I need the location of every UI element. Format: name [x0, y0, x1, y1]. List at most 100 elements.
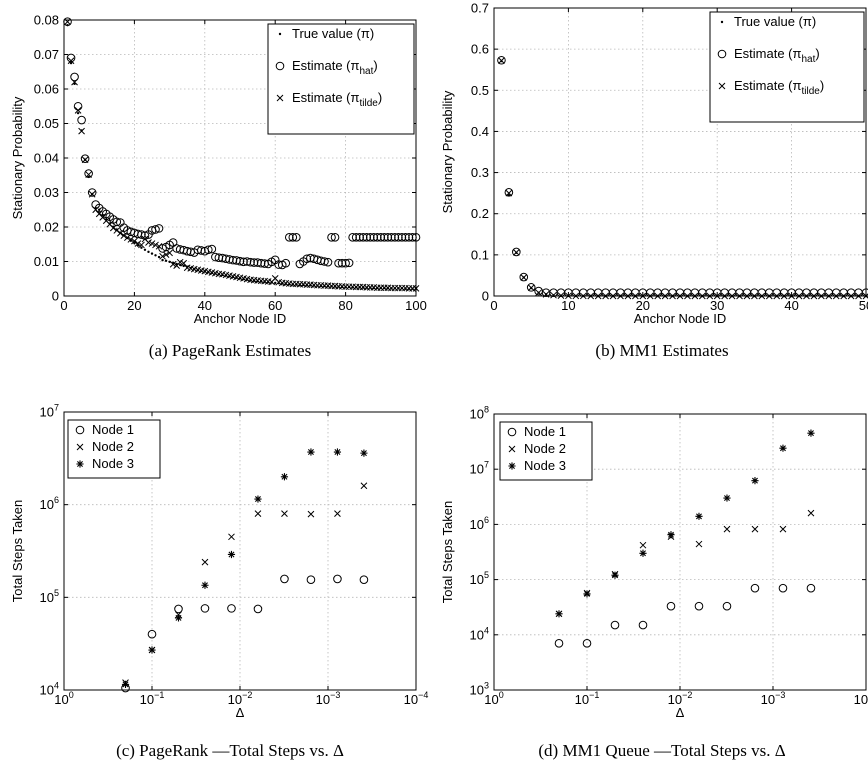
legend-label: Estimate (πtilde): [734, 78, 824, 97]
data-point: [77, 115, 86, 125]
data-point: [751, 292, 758, 300]
data-point: [249, 258, 259, 267]
legend-box: [267, 23, 415, 135]
legend-label: Node 1: [92, 422, 134, 437]
data-point: [773, 292, 781, 300]
data-point: [497, 55, 506, 65]
data-point: [542, 291, 550, 298]
series-node-2: [122, 482, 368, 687]
data-point: [639, 292, 647, 300]
data-point: [713, 292, 721, 300]
data-point: [344, 258, 354, 268]
y-tick-label: 107: [470, 460, 489, 477]
data-point: [579, 292, 587, 300]
data-point: [116, 229, 124, 237]
data-point: [602, 292, 609, 300]
y-tick-label: 108: [470, 405, 489, 422]
data-point: [780, 292, 788, 300]
data-point: [136, 244, 140, 247]
legend-marker: [276, 94, 284, 102]
legend-marker: [718, 82, 726, 90]
data-point: [76, 111, 80, 115]
data-point: [695, 540, 703, 548]
data-point: [159, 252, 166, 260]
data-point: [666, 601, 676, 611]
data-point: [70, 72, 79, 82]
x-tick-label: 10−4: [854, 690, 868, 707]
x-tick-label: 10−1: [140, 690, 165, 707]
data-point: [67, 57, 75, 65]
legend-label: Estimate (πtilde): [292, 90, 382, 109]
y-tick-label: 0.07: [34, 47, 59, 62]
data-point: [390, 233, 400, 242]
legend-marker: [275, 61, 285, 71]
data-point: [254, 495, 262, 503]
y-tick-label: 106: [40, 495, 59, 512]
data-point: [638, 620, 648, 630]
data-point: [84, 169, 93, 178]
series-estimate-hat-: [63, 17, 421, 270]
data-point: [557, 292, 565, 299]
data-point: [594, 292, 602, 300]
data-point: [505, 189, 513, 197]
x-tick-label: 10−2: [668, 690, 693, 707]
legend-marker: [720, 20, 724, 24]
legend-label: Node 1: [524, 424, 566, 439]
y-tick-label: 0.06: [34, 82, 59, 97]
x-tick-label: 10−1: [575, 690, 600, 707]
data-point: [174, 604, 183, 614]
data-point: [66, 53, 76, 63]
data-point: [157, 255, 161, 259]
data-point: [527, 284, 535, 292]
data-point: [200, 604, 210, 613]
x-tick-label: 0: [60, 298, 67, 313]
x-tick-label: 50: [859, 298, 868, 313]
data-point: [148, 240, 156, 247]
data-point: [154, 224, 164, 233]
data-point: [281, 258, 291, 268]
data-point: [722, 601, 732, 611]
data-point: [411, 233, 421, 242]
data-point: [330, 233, 340, 242]
data-point: [669, 292, 676, 300]
data-point: [667, 531, 675, 539]
data-point: [498, 57, 505, 65]
data-point: [380, 233, 389, 242]
data-point: [180, 259, 188, 267]
data-point: [201, 581, 209, 589]
data-point: [131, 237, 138, 245]
y-tick-label: 0: [482, 289, 489, 304]
x-tick-label: 10−3: [316, 690, 341, 707]
data-point: [646, 292, 654, 300]
data-point: [87, 188, 97, 197]
data-point: [520, 274, 528, 281]
data-point: [239, 257, 248, 267]
x-tick-label: 10−3: [761, 690, 786, 707]
data-point: [408, 233, 417, 242]
y-tick-label: 104: [470, 625, 489, 642]
data-point: [810, 292, 818, 300]
data-point: [383, 233, 393, 242]
legend: Node 1 Node 2 Node 3: [67, 419, 161, 479]
data-point: [143, 248, 147, 251]
data-point: [358, 233, 368, 242]
data-point: [855, 292, 862, 300]
data-point: [166, 249, 173, 257]
panel-mm1-total-steps: 100 10−1 10−2 10−3 10−4 103 104 105 106 107 108 Δ To…: [440, 405, 868, 721]
data-point: [292, 233, 301, 242]
data-point: [113, 227, 121, 234]
data-point: [587, 292, 595, 300]
data-point: [376, 233, 386, 242]
legend-label: Node 3: [92, 456, 134, 471]
legend-marker: [76, 443, 84, 451]
panel-pagerank-total-steps: 100 10−1 10−2 10−3 10−4 104 105 106 107 Δ Total St…: [10, 403, 428, 721]
caption-c: (c) PageRank —Total Steps vs. Δ: [116, 741, 344, 760]
data-point: [161, 258, 164, 262]
x-axis-label: Δ: [236, 705, 245, 720]
data-point: [307, 510, 315, 518]
data-point: [351, 233, 361, 242]
data-point: [387, 233, 396, 242]
x-tick-label: 40: [198, 298, 212, 313]
data-point: [512, 247, 521, 257]
data-point: [274, 281, 277, 285]
